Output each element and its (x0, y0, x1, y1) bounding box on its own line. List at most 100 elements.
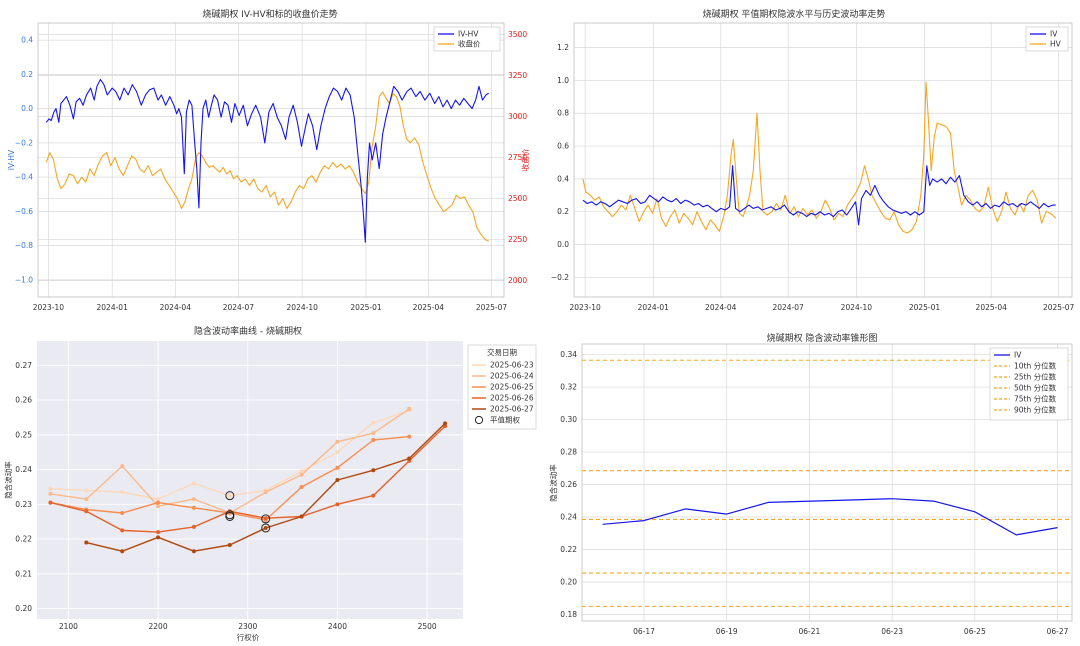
chart-c-series-point (443, 421, 448, 426)
chart-b-title: 烧碱期权 平值期权隐波水平与历史波动率走势 (703, 8, 886, 20)
chart-c-series-point (371, 420, 376, 425)
chart-d-legend-label: 50th 分位数 (1014, 383, 1057, 393)
chart-a-ytick-label: −0.4 (15, 173, 33, 182)
chart-a-ytick-label: −0.8 (15, 241, 33, 250)
chart-c-series-point (120, 528, 125, 533)
chart-d-title: 烧碱期权 隐含波动率锥形图 (767, 332, 878, 344)
iv-cone-chart: 烧碱期权 隐含波动率锥形图 0.18 0.20 0.22 0.24 0.26 0.28 0.… (548, 332, 1073, 636)
chart-a-xtick-label: 2025-04 (413, 303, 445, 312)
chart-c-series-point (263, 516, 268, 521)
chart-c-series-point (84, 509, 89, 514)
chart-d-ytick-label: 0.30 (560, 415, 577, 424)
chart-c-series-point (191, 497, 196, 502)
chart-c-series-point (371, 493, 376, 498)
chart-d-ylabel: 隐含波动率 (548, 464, 558, 502)
chart-a-frame (37, 22, 505, 298)
chart-c-series-point (263, 490, 268, 495)
chart-b-ytick-label: 0.6 (557, 142, 569, 151)
chart-b-ytick-label: 0.2 (557, 207, 569, 216)
chart-d-ytick-label: 0.32 (560, 383, 577, 392)
chart-a-xtick-label: 2024-07 (223, 303, 255, 312)
chart-c-series-point (407, 406, 412, 411)
chart-d-ytick-label: 0.22 (560, 545, 577, 554)
chart-c-series-point (335, 465, 340, 470)
ivhv-price-chart: 烧碱期权 IV-HV和标的收盘价走势 0.4 0.2 0.0 −0.2 −0.4 −0.6… (7, 8, 530, 312)
chart-a-ytick-label: −1.0 (15, 275, 33, 284)
chart-c-xtick-label: 2300 (238, 622, 257, 631)
chart-b-xtick-label: 2025-07 (1043, 303, 1075, 312)
chart-a-ytick-label: 0.2 (21, 70, 33, 79)
chart-a-y2tick-label: 3250 (508, 71, 527, 80)
chart-c-ytick-label: 0.20 (15, 604, 32, 613)
chart-a-y2tick-label: 2250 (508, 235, 527, 244)
chart-c-series-point (156, 530, 161, 535)
chart-c-series-point (299, 484, 304, 489)
chart-a-legend-label: 收盘价 (458, 39, 481, 49)
chart-a-xtick-label: 2024-10 (287, 303, 319, 312)
chart-b-legend-label: HV (1050, 40, 1062, 49)
chart-a-xtick-label: 2025-01 (350, 303, 382, 312)
chart-c-series-point (191, 505, 196, 510)
chart-a-xtick-label: 2023-10 (33, 303, 65, 312)
chart-c-series-point (84, 497, 89, 502)
chart-c-series-point (299, 514, 304, 519)
chart-a-y2tick-label: 3500 (508, 30, 527, 39)
chart-b-ytick-label: 0.4 (557, 174, 569, 183)
chart-b-ytick-label: 0.0 (557, 240, 569, 249)
chart-a-y2tick-label: 2500 (508, 194, 527, 203)
chart-c-series-point (407, 434, 412, 439)
chart-d-ytick-label: 0.18 (560, 610, 577, 619)
chart-a-series-close-price (45, 91, 489, 242)
chart-d-legend-label: 10th 分位数 (1014, 361, 1057, 371)
chart-c-series-point (120, 511, 125, 516)
chart-c-series-point (299, 469, 304, 474)
chart-c-ytick-label: 0.27 (15, 361, 32, 370)
chart-c-series-point (299, 472, 304, 477)
chart-c-xtick-label: 2400 (328, 622, 347, 631)
chart-c-ytick-label: 0.24 (15, 465, 32, 474)
chart-c-series-point (120, 490, 125, 495)
chart-c-series-point (156, 497, 161, 502)
chart-c-series-point (407, 456, 412, 461)
chart-c-atm-marker (261, 523, 271, 533)
chart-a-y2label: 收盘价 (520, 148, 530, 171)
chart-c-legend-atm-label: 平值期权 (490, 415, 520, 425)
chart-c-legend-label: 2025-06-25 (490, 383, 534, 392)
chart-b-frame (573, 22, 1073, 298)
chart-d-frame (581, 343, 1073, 622)
chart-c-series-point (335, 502, 340, 507)
chart-c-ytick-label: 0.25 (15, 430, 32, 439)
chart-a-series-iv-hv (45, 78, 489, 243)
chart-a-xtick-label: 2024-04 (160, 303, 192, 312)
chart-d-ytick-label: 0.28 (560, 448, 577, 457)
chart-b-xtick-label: 2025-01 (909, 303, 941, 312)
chart-c-series-point (191, 481, 196, 486)
chart-b-legend-label: IV (1050, 30, 1058, 39)
chart-d-xtick-label: 06-17 (633, 627, 655, 636)
chart-c-series-point (156, 500, 161, 505)
chart-b-series-iv (582, 165, 1056, 226)
chart-b-ytick-label: 0.8 (557, 109, 569, 118)
chart-c-series-point (191, 524, 196, 529)
chart-c-legend-label: 2025-06-27 (490, 405, 534, 414)
chart-c-legend-title: 交易日期 (487, 347, 517, 357)
chart-a-y2tick-label: 3000 (508, 112, 527, 121)
chart-c-legend-atm-swatch (474, 415, 484, 425)
chart-c-series-point (156, 535, 161, 540)
chart-c-ytick-label: 0.21 (15, 569, 32, 578)
chart-a-legend-label: IV-HV (458, 30, 479, 39)
chart-b-xtick-label: 2024-04 (705, 303, 737, 312)
chart-c-plot-bg (37, 341, 463, 619)
chart-c-series-point (48, 486, 53, 491)
chart-a-xtick-label: 2025-07 (476, 303, 508, 312)
chart-d-xtick-label: 06-27 (1047, 627, 1069, 636)
chart-c-series-point (263, 525, 268, 530)
chart-c-title: 隐含波动率曲线 - 烧碱期权 (194, 325, 302, 337)
chart-b-ytick-label: 1.2 (557, 43, 569, 52)
chart-a-title: 烧碱期权 IV-HV和标的收盘价走势 (202, 8, 337, 20)
chart-c-atm-marker (261, 514, 271, 524)
chart-c-series-point (120, 464, 125, 469)
chart-c-series-point (371, 438, 376, 443)
chart-c-series-point (227, 542, 232, 547)
